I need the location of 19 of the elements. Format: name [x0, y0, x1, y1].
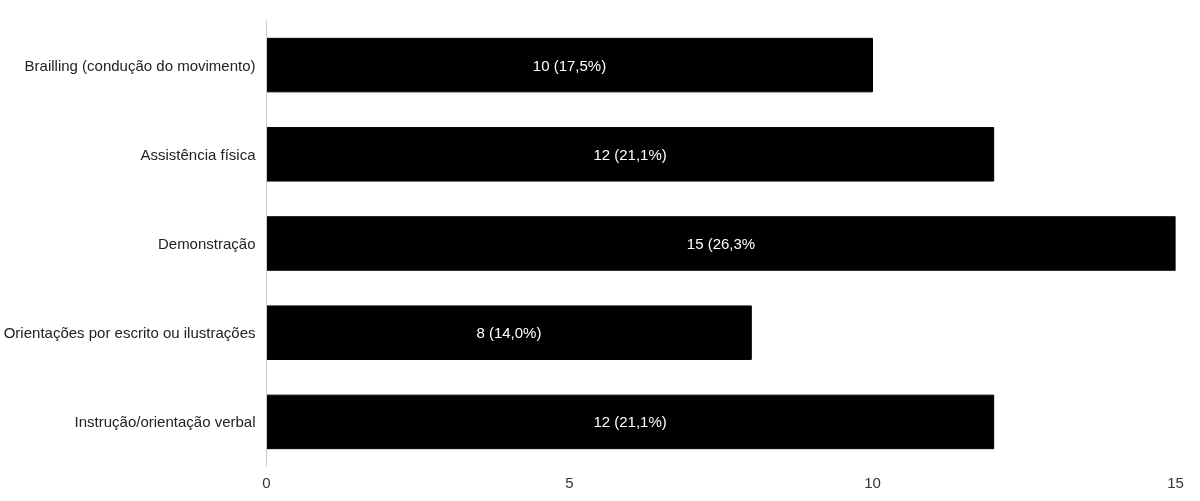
y-tick-label: Instrução/orientação verbal	[74, 413, 256, 431]
data-label: 8 (14,0%)	[476, 324, 542, 342]
bar	[266, 216, 1176, 271]
x-tick-label: 10	[864, 473, 881, 491]
data-label: 10 (17,5%)	[532, 56, 607, 74]
data-label: 12 (21,1%)	[593, 145, 667, 163]
y-tick-label: Demonstração	[157, 235, 256, 252]
bar	[266, 305, 752, 360]
x-tick-label: 0	[262, 473, 271, 491]
data-label: 15 (26,3%	[686, 235, 756, 252]
bar	[266, 394, 995, 450]
y-tick-label: Brailling (condução do movimento)	[24, 56, 256, 74]
x-tick-label: 5	[565, 473, 574, 491]
y-tick-label: Assistência física	[140, 145, 257, 163]
bar	[266, 127, 995, 182]
bar	[266, 37, 873, 93]
x-tick-label: 15	[1167, 473, 1184, 491]
y-tick-label: Orientações por escrito ou ilustrações	[3, 324, 256, 342]
data-label: 12 (21,1%)	[593, 413, 667, 431]
